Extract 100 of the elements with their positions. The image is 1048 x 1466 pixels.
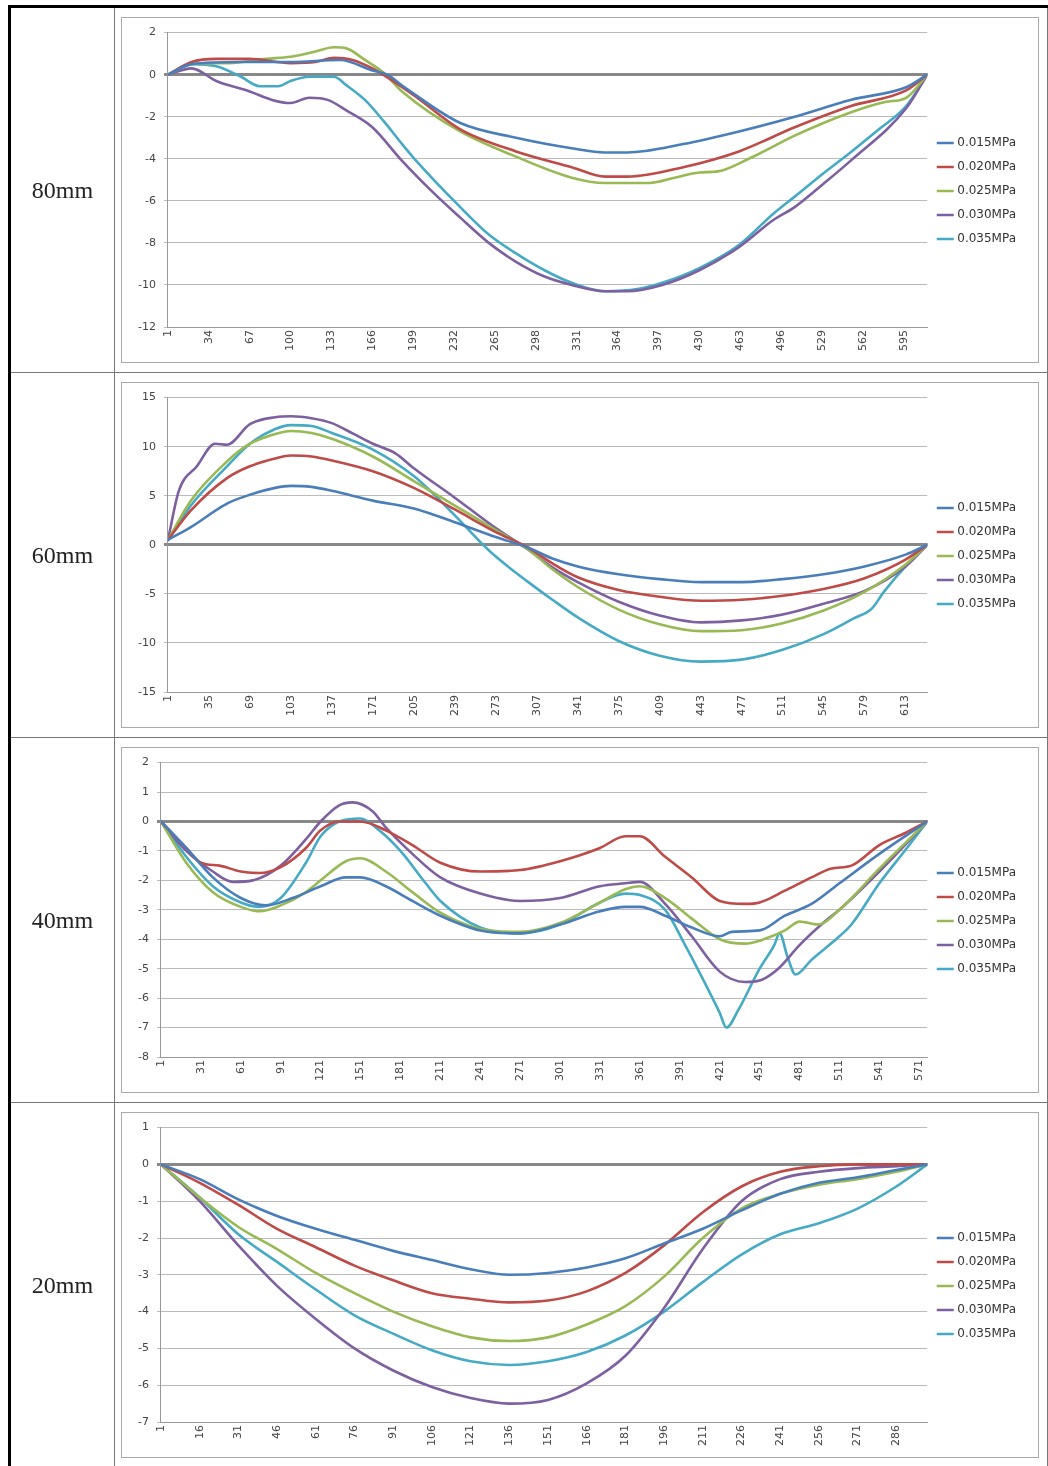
line-series: [167, 454, 928, 603]
x-tick-label: 331: [569, 330, 583, 351]
x-tick-label: 298: [528, 330, 542, 351]
legend-label: 0.025MPa: [957, 183, 1017, 198]
x-tick-label: 151: [353, 1060, 367, 1081]
y-tick-label: -10: [138, 277, 156, 291]
line-series: [160, 1163, 928, 1277]
y-tick-label: -1: [138, 1194, 149, 1208]
x-tick-label: 511: [832, 1060, 846, 1081]
x-tick-label: 545: [816, 695, 830, 716]
x-tick-label: 273: [488, 695, 502, 716]
y-tick-label: 5: [148, 488, 156, 502]
y-tick-label: -4: [138, 932, 149, 946]
x-tick-label: 121: [463, 1425, 477, 1446]
x-tick-label: 239: [447, 695, 461, 716]
legend-label: 0.025MPa: [957, 913, 1017, 928]
x-tick-label: 232: [446, 330, 460, 351]
x-tick-label: 271: [513, 1060, 527, 1081]
x-tick-label: 307: [529, 695, 543, 716]
y-tick-label: -2: [138, 873, 149, 887]
x-tick-label: 463: [733, 330, 747, 351]
x-tick-label: 595: [896, 330, 910, 351]
x-tick-label: 375: [611, 695, 625, 716]
y-tick-label: -6: [145, 193, 156, 207]
y-tick-label: -4: [145, 151, 156, 165]
y-tick-label: -3: [138, 1267, 149, 1281]
line-series: [167, 484, 928, 584]
x-tick-label: 69: [242, 695, 256, 709]
x-tick-label: 391: [672, 1060, 686, 1081]
x-tick-label: 133: [324, 330, 338, 351]
text: 20mm: [9, 1102, 115, 1466]
x-tick-label: 91: [273, 1060, 287, 1074]
y-tick-label: -6: [138, 990, 149, 1004]
line-series: [167, 58, 928, 154]
x-tick-label: 286: [889, 1425, 903, 1446]
y-tick-label: -6: [138, 1378, 149, 1392]
legend-label: 0.020MPa: [957, 889, 1017, 904]
x-tick-label: 151: [540, 1425, 554, 1446]
x-tick-label: 166: [579, 1425, 593, 1446]
x-tick-label: 205: [406, 695, 420, 716]
y-tick-label: -7: [138, 1414, 149, 1428]
y-tick-label: -10: [138, 635, 156, 649]
x-tick-label: 171: [365, 695, 379, 716]
x-tick-label: 496: [773, 330, 787, 351]
x-tick-label: 103: [283, 695, 297, 716]
y-tick-label: -2: [138, 1230, 149, 1244]
y-tick-label: -15: [138, 684, 156, 698]
y-tick-label: 15: [141, 390, 156, 404]
x-tick-label: 430: [692, 330, 706, 351]
x-tick-label: 409: [652, 695, 666, 716]
x-tick-label: 256: [811, 1425, 825, 1446]
y-tick-label: -8: [138, 1049, 149, 1063]
x-tick-label: 61: [308, 1425, 322, 1439]
x-tick-label: 181: [618, 1425, 632, 1446]
y-tick-label: 0: [141, 814, 149, 828]
x-tick-label: 31: [231, 1425, 245, 1439]
y-tick-label: 1: [141, 784, 149, 798]
legend-label: 0.035MPa: [957, 596, 1017, 611]
line-series: [160, 1163, 928, 1304]
x-tick-label: 613: [898, 695, 912, 716]
legend-label: 0.020MPa: [957, 1254, 1017, 1269]
x-tick-label: 477: [734, 695, 748, 716]
x-tick-label: 331: [592, 1060, 606, 1081]
x-tick-label: 241: [773, 1425, 787, 1446]
x-tick-label: 241: [473, 1060, 487, 1081]
legend-label: 0.015MPa: [957, 500, 1017, 515]
y-tick-label: -5: [138, 961, 149, 975]
text: 40mm: [9, 737, 115, 1103]
x-tick-label: 67: [242, 330, 256, 344]
y-tick-label: -2: [145, 109, 156, 123]
legend-label: 0.020MPa: [957, 159, 1017, 174]
x-tick-label: 91: [386, 1425, 400, 1439]
x-tick-label: 31: [193, 1060, 207, 1074]
x-tick-label: 1: [153, 1425, 167, 1432]
y-tick-label: -1: [138, 843, 149, 857]
y-tick-label: 2: [141, 755, 149, 769]
x-tick-label: 265: [487, 330, 501, 351]
x-tick-label: 541: [872, 1060, 886, 1081]
x-tick-label: 16: [192, 1425, 206, 1439]
y-tick-label: 1: [141, 1120, 149, 1134]
x-tick-label: 271: [850, 1425, 864, 1446]
y-tick-label: -5: [145, 586, 156, 600]
legend-label: 0.030MPa: [957, 207, 1017, 222]
x-tick-label: 106: [424, 1425, 438, 1446]
x-tick-label: 341: [570, 695, 584, 716]
legend-label: 0.035MPa: [957, 1326, 1017, 1341]
y-tick-label: -8: [145, 235, 156, 249]
legend-label: 0.025MPa: [957, 1278, 1017, 1293]
x-tick-label: 199: [406, 330, 420, 351]
legend-label: 0.020MPa: [957, 524, 1017, 539]
x-tick-label: 211: [433, 1060, 447, 1081]
x-tick-label: 226: [734, 1425, 748, 1446]
x-tick-label: 579: [857, 695, 871, 716]
legend-label: 0.015MPa: [957, 135, 1017, 150]
legend-label: 0.015MPa: [957, 865, 1017, 880]
x-tick-label: 451: [752, 1060, 766, 1081]
legend-label: 0.035MPa: [957, 961, 1017, 976]
x-tick-label: 562: [855, 330, 869, 351]
x-tick-label: 511: [775, 695, 789, 716]
y-tick-label: 10: [141, 439, 156, 453]
